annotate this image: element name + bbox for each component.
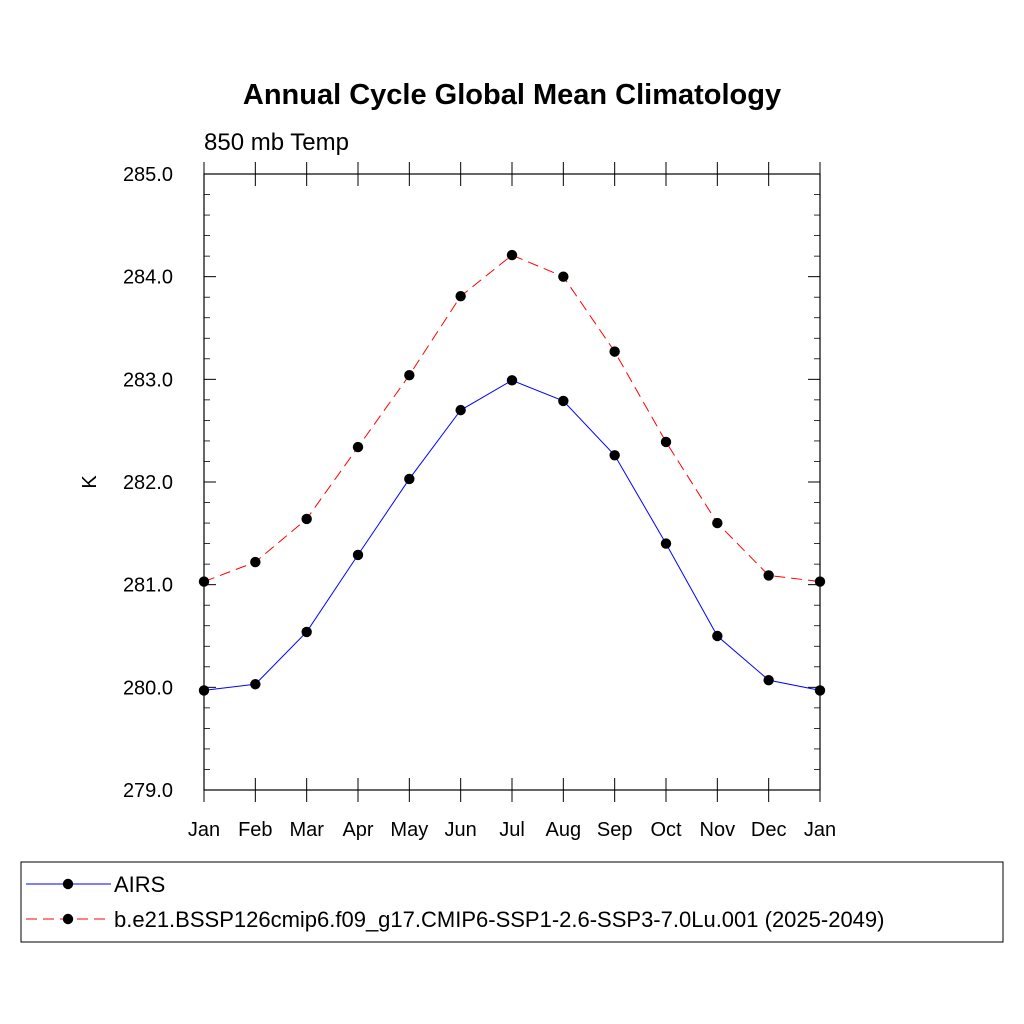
data-point xyxy=(660,538,672,549)
x-tick-label: May xyxy=(390,819,428,841)
data-point xyxy=(352,549,364,561)
y-tick-label: 280.0 xyxy=(123,677,173,699)
axis-ticks: 279.0 280.0 281.0 282.0 283.0 284.0 285.0 Jan Fe… xyxy=(123,162,836,841)
data-point xyxy=(301,513,312,525)
data-point xyxy=(814,685,826,696)
data-point xyxy=(250,556,261,568)
y-tick-label: 285.0 xyxy=(123,164,173,186)
data-point xyxy=(404,473,415,485)
data-point xyxy=(506,375,518,386)
data-point xyxy=(712,517,723,529)
data-point xyxy=(301,626,312,638)
x-tick-label: Feb xyxy=(238,819,272,841)
chart-subtitle: 850 mb Temp xyxy=(204,129,349,156)
x-tick-label: Apr xyxy=(342,819,373,841)
data-point xyxy=(660,436,672,448)
legend-box xyxy=(20,861,1004,943)
y-tick-label: 282.0 xyxy=(123,472,173,494)
x-tick-label: Dec xyxy=(751,819,787,841)
series-line-1 xyxy=(203,254,821,583)
x-tick-label: Oct xyxy=(650,819,682,841)
y-tick-label: 283.0 xyxy=(123,369,173,391)
x-tick-label: Nov xyxy=(700,819,736,841)
data-point xyxy=(250,679,261,690)
data-point xyxy=(763,570,774,581)
x-tick-label: Mar xyxy=(289,819,324,841)
series-line-0 xyxy=(203,379,821,691)
legend-marker xyxy=(62,878,74,890)
data-point xyxy=(558,395,569,407)
x-tick-label: Jan xyxy=(188,819,220,841)
x-tick-label: Jun xyxy=(445,819,477,841)
data-point xyxy=(352,441,364,453)
legend-label-0: AIRS xyxy=(114,872,165,897)
y-tick-label: 281.0 xyxy=(123,575,173,597)
x-tick-label: Jan xyxy=(804,819,836,841)
data-point xyxy=(455,404,466,416)
legend: AIRS b.e21.BSSP126cmip6.f09_g17.CMIP6-SSP… xyxy=(26,872,884,932)
chart-title: Annual Cycle Global Mean Climatology xyxy=(243,79,781,111)
y-axis-label: K xyxy=(79,475,101,489)
data-point xyxy=(609,450,620,461)
data-point xyxy=(198,576,210,587)
y-tick-label: 284.0 xyxy=(123,267,173,289)
legend-marker xyxy=(62,913,74,925)
data-point xyxy=(558,271,569,282)
x-tick-label: Sep xyxy=(597,819,633,841)
legend-label-1: b.e21.BSSP126cmip6.f09_g17.CMIP6-SSP1-2.… xyxy=(114,907,884,932)
data-point xyxy=(198,685,210,696)
data-point xyxy=(814,576,826,587)
data-point xyxy=(506,249,518,261)
plot-frame xyxy=(203,173,821,791)
x-tick-label: Jul xyxy=(499,819,525,841)
data-point xyxy=(763,674,774,686)
series-layer xyxy=(198,249,826,696)
data-point xyxy=(712,630,723,642)
y-tick-label: 279.0 xyxy=(123,780,173,802)
data-point xyxy=(609,346,620,357)
data-point xyxy=(455,290,466,302)
data-point xyxy=(404,370,415,381)
x-tick-label: Aug xyxy=(546,819,582,841)
